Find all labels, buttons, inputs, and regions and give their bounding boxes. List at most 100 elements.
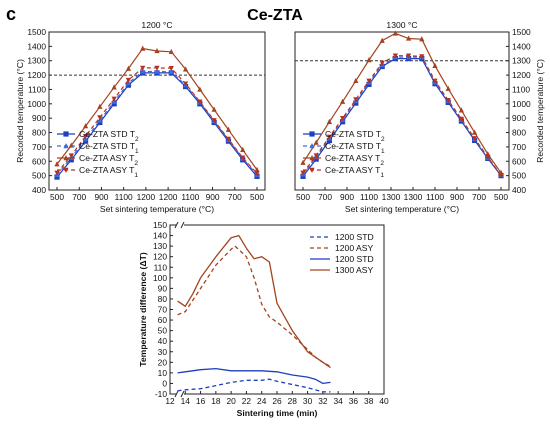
- plot-frame: [294, 31, 510, 191]
- y-tick-label: 1400: [27, 41, 46, 51]
- y-tick-label: 700: [512, 142, 526, 152]
- y-tick-label: 900: [512, 113, 526, 123]
- chart-left: 1200 °C400500600700800900100011001200130…: [15, 20, 266, 214]
- axis-break-mark: [174, 390, 179, 398]
- y-tick-label: 90: [158, 283, 168, 293]
- chart-right: 1300 °C 400 500 600 700 800 900 1000 1100 1200 130…: [294, 20, 545, 214]
- x-tick-label: 32: [318, 396, 328, 406]
- x-tick-label: 20: [226, 396, 236, 406]
- data-point: [419, 54, 425, 60]
- y-tick-label: 1100: [28, 84, 46, 94]
- series-line-2: [177, 367, 331, 385]
- data-point: [366, 78, 372, 84]
- series-line-2: [302, 32, 502, 174]
- y-tick-label: 500: [512, 171, 526, 181]
- series-line-3: [302, 55, 502, 176]
- series-line-3: [177, 234, 331, 369]
- x-tick-label: 22: [242, 396, 252, 406]
- data-point: [419, 36, 425, 42]
- data-point: [366, 57, 372, 63]
- axis-break-gap: [176, 391, 184, 397]
- data-point: [182, 81, 189, 87]
- main-title: Ce-ZTA: [247, 7, 303, 24]
- x-tick-label: 700: [472, 192, 486, 202]
- y-tick-label: 10: [158, 368, 168, 378]
- legend-marker: [309, 167, 315, 173]
- y-tick-label: 150: [153, 220, 167, 230]
- data-point: [458, 107, 464, 113]
- y-tick-label: 400: [32, 185, 46, 195]
- axis-break-mark: [180, 390, 185, 398]
- y-tick-label: 600: [32, 156, 46, 166]
- x-tick-label: 26: [272, 396, 282, 406]
- data-point: [140, 68, 146, 74]
- series-line-1: [177, 245, 331, 368]
- y-tick-label: 800: [512, 128, 526, 138]
- data-point: [225, 136, 232, 143]
- legend-marker: [309, 131, 315, 137]
- y-tick-label: 700: [32, 142, 46, 152]
- y-tick-label: 900: [32, 113, 46, 123]
- data-point: [340, 115, 346, 122]
- data-point: [82, 133, 89, 140]
- data-point: [111, 84, 117, 90]
- x-tick-label: 18: [211, 396, 221, 406]
- data-point: [168, 68, 174, 75]
- data-point: [445, 85, 451, 91]
- x-tick-label: 900: [450, 192, 464, 202]
- y-tick-label: 100: [153, 273, 167, 283]
- x-tick-label: 900: [206, 192, 220, 202]
- data-point: [211, 118, 217, 124]
- y-tick-label: 130: [153, 241, 167, 251]
- data-point: [353, 97, 359, 103]
- data-point: [432, 62, 438, 68]
- data-point: [254, 166, 260, 173]
- legend-label: 1200 STD: [335, 232, 374, 242]
- x-tick-label: 16: [196, 396, 206, 406]
- data-point: [240, 155, 246, 161]
- y-tick-label: 1000: [27, 99, 46, 109]
- legend-marker: [63, 131, 69, 137]
- data-point: [154, 65, 160, 71]
- x-axis-label: Set sintering temperature (°C): [345, 204, 459, 214]
- data-point: [140, 65, 146, 71]
- y-tick-label: 1000: [512, 99, 531, 109]
- y-tick-label: -10: [155, 389, 167, 399]
- x-tick-label: 500: [50, 192, 64, 202]
- data-point: [54, 161, 60, 167]
- x-tick-label: 38: [364, 396, 374, 406]
- y-tick-label: 1300: [512, 56, 531, 66]
- data-point: [97, 103, 103, 109]
- x-tick-label: 34: [333, 396, 343, 406]
- data-point: [353, 77, 359, 84]
- chart-title: 1300 °C: [386, 20, 417, 30]
- data-point: [197, 86, 203, 92]
- data-point: [313, 139, 319, 145]
- x-tick-label: 1100: [360, 192, 378, 202]
- data-point: [154, 47, 160, 54]
- x-tick-label: 1100: [115, 192, 133, 202]
- axis-break-mark: [174, 221, 179, 229]
- x-tick-label: 500: [250, 192, 264, 202]
- x-tick-label: 500: [494, 192, 508, 202]
- data-point: [125, 65, 132, 71]
- y-tick-label: 60: [158, 315, 168, 325]
- x-tick-label: 14: [181, 396, 191, 406]
- y-tick-label: 40: [158, 336, 168, 346]
- y-tick-label: 30: [158, 347, 168, 357]
- data-point: [458, 116, 464, 122]
- y-tick-label: 400: [512, 185, 526, 195]
- y-tick-label: 1100: [512, 84, 530, 94]
- plot-frame: [48, 31, 266, 191]
- data-point: [432, 78, 438, 84]
- x-tick-label: 24: [257, 396, 267, 406]
- x-tick-label: 40: [379, 396, 389, 406]
- y-tick-label: 1400: [512, 41, 531, 51]
- data-point: [97, 115, 103, 121]
- y-tick-label: 140: [153, 231, 167, 241]
- x-axis-label: Set sintering temperature (°C): [100, 204, 214, 214]
- y-tick-label: 1200: [512, 70, 531, 80]
- data-point: [406, 53, 412, 59]
- data-point: [340, 98, 346, 104]
